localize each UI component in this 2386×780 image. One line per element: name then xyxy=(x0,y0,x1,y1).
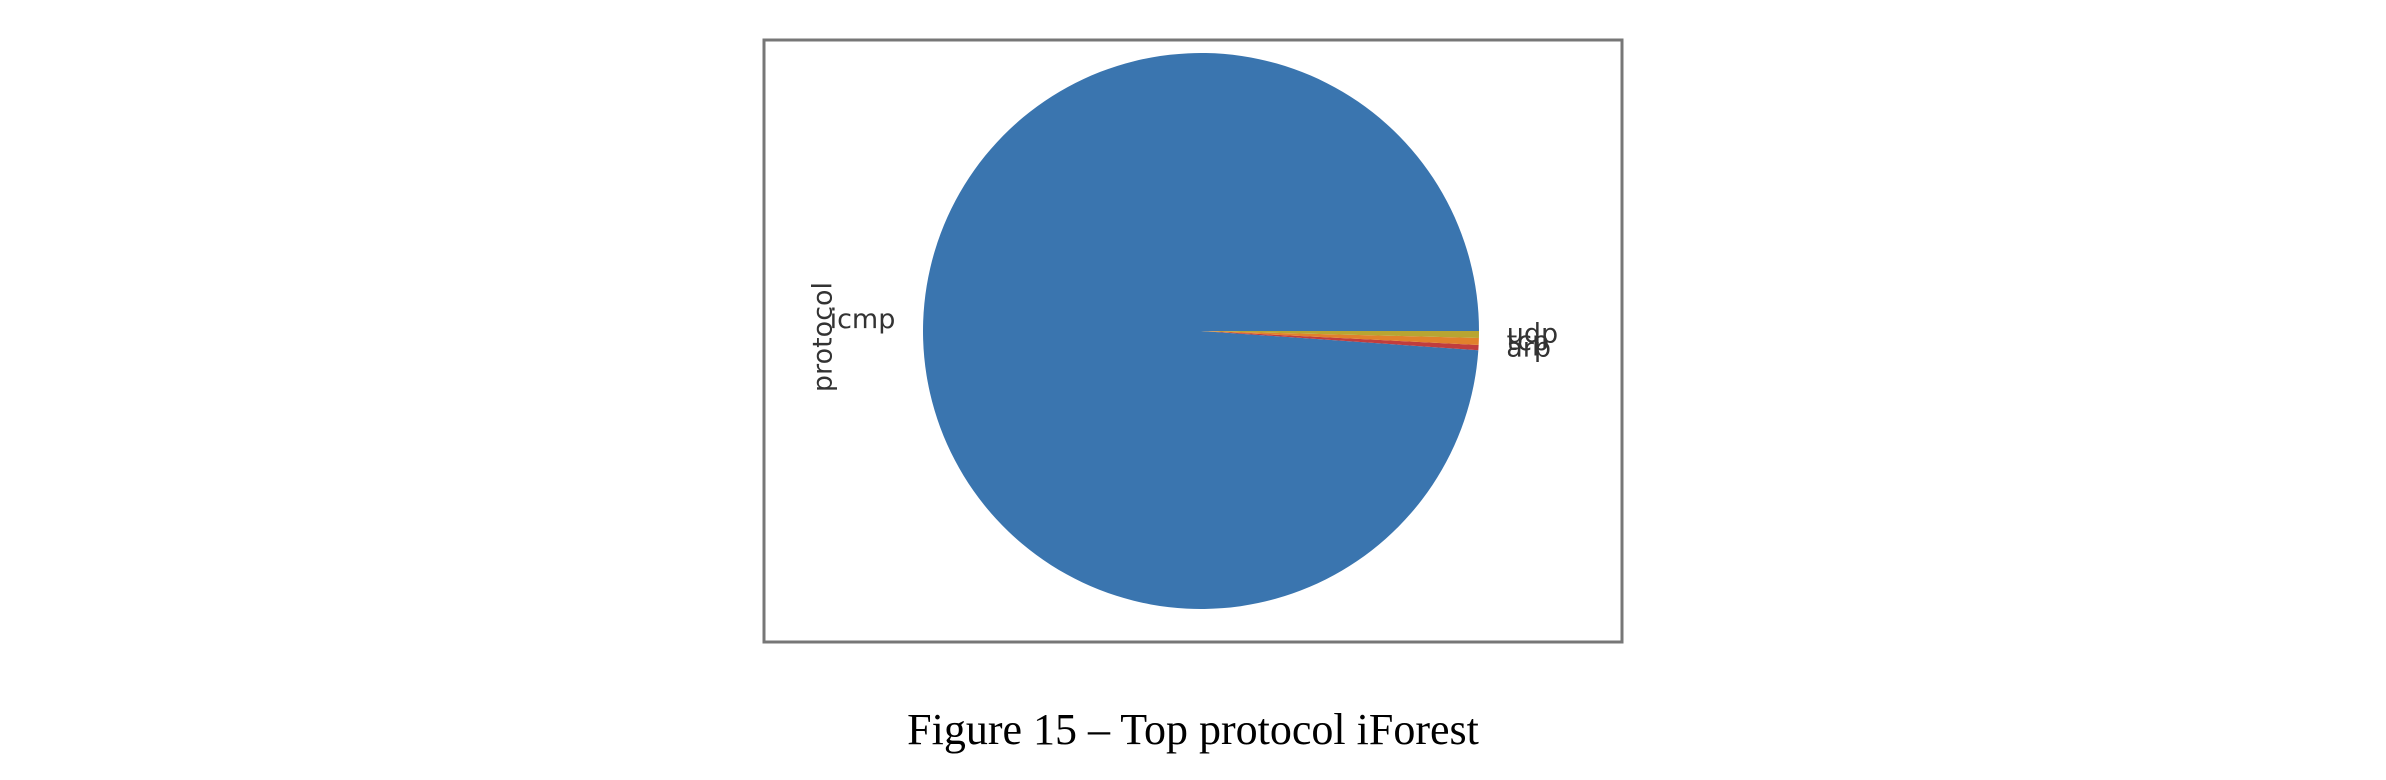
figure-caption: Figure 15 – Top protocol iForest xyxy=(907,705,1479,754)
pie-slice xyxy=(1201,331,1479,345)
slice-label: icmp xyxy=(830,304,896,335)
slice-label: tcp xyxy=(1507,326,1550,357)
slice-label: udp xyxy=(1507,318,1558,349)
pie-slice xyxy=(923,52,1479,609)
slice-label: arp xyxy=(1506,333,1551,364)
pie-slice xyxy=(1201,331,1479,351)
y-axis-label: protocol xyxy=(808,282,839,392)
pie-slice xyxy=(1201,331,1479,338)
